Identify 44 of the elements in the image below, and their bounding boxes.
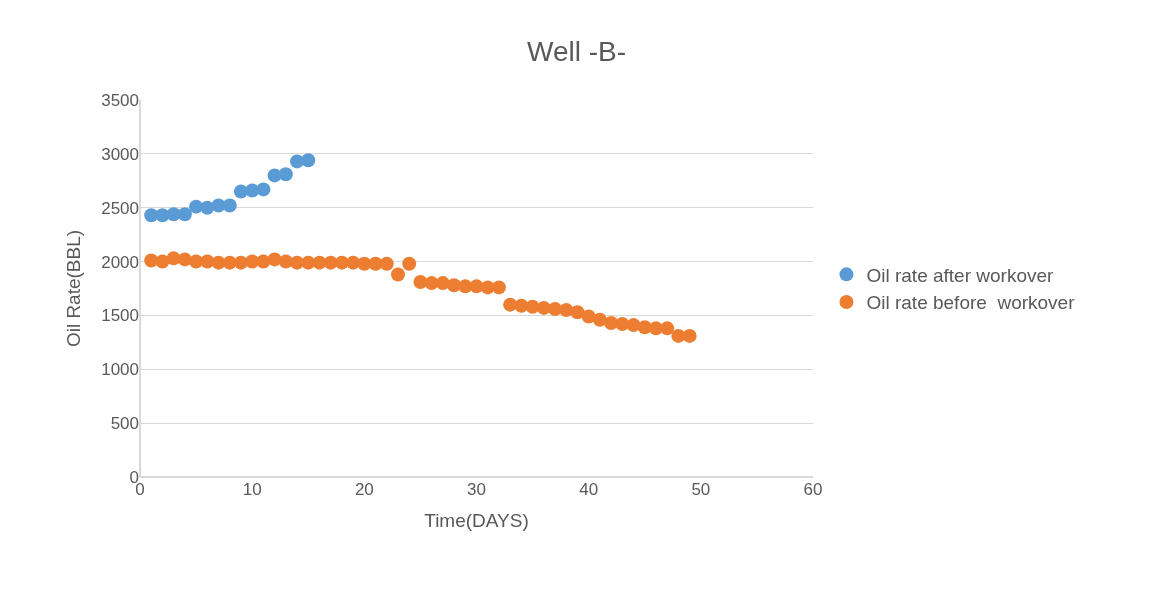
point bbox=[592, 312, 607, 327]
y-tick-label: 3500 bbox=[101, 90, 139, 110]
point bbox=[278, 167, 293, 182]
point bbox=[402, 256, 417, 271]
point bbox=[379, 256, 394, 271]
point bbox=[222, 198, 237, 213]
chart-title: Well -B- bbox=[526, 36, 627, 68]
y-tick-label: 3000 bbox=[101, 144, 139, 164]
point bbox=[256, 182, 271, 197]
point bbox=[503, 297, 518, 312]
point bbox=[413, 275, 428, 290]
x-tick-label: 30 bbox=[467, 480, 486, 499]
y-tick-label: 1000 bbox=[101, 360, 139, 380]
y-tick-label: 1500 bbox=[101, 306, 139, 326]
point bbox=[559, 303, 574, 318]
point bbox=[155, 254, 170, 269]
point bbox=[301, 153, 316, 168]
x-tick-label: 20 bbox=[354, 480, 374, 499]
legend-label: Oil rate before workover bbox=[866, 292, 1076, 314]
x-axis-title: Time(DAYS) bbox=[424, 509, 529, 531]
point bbox=[290, 255, 305, 270]
point bbox=[144, 208, 159, 223]
point bbox=[491, 280, 506, 295]
x-tick-label: 50 bbox=[691, 480, 711, 499]
y-axis-title: Oil Rate(BBL) bbox=[63, 229, 85, 348]
point bbox=[233, 255, 248, 270]
point bbox=[671, 328, 686, 343]
point bbox=[290, 154, 305, 169]
point bbox=[682, 328, 697, 343]
x-tick-label: 10 bbox=[242, 480, 262, 499]
point bbox=[177, 207, 192, 222]
point bbox=[346, 255, 361, 270]
x-tick-label: 40 bbox=[579, 480, 599, 499]
y-tick-label: 500 bbox=[110, 414, 139, 434]
point bbox=[570, 305, 585, 320]
y-tick-label: 2000 bbox=[101, 252, 139, 272]
point bbox=[660, 321, 675, 336]
x-tick-label: 60 bbox=[803, 480, 823, 499]
y-tick-label: 2500 bbox=[101, 198, 139, 218]
point bbox=[189, 199, 204, 214]
legend-label: Oil rate after workover bbox=[866, 264, 1055, 286]
point bbox=[604, 315, 619, 330]
point bbox=[390, 267, 405, 282]
point bbox=[615, 317, 630, 332]
